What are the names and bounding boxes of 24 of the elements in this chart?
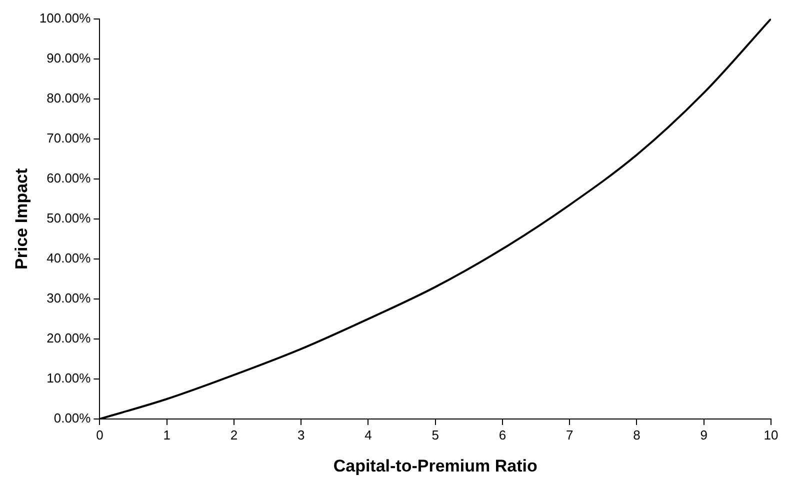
y-tick-label: 100.00% <box>39 10 92 26</box>
y-tick-label: 90.00% <box>46 50 92 66</box>
x-tick-label: 1 <box>163 427 170 442</box>
y-tick-label: 20.00% <box>46 330 92 346</box>
x-tick-label: 7 <box>566 427 574 442</box>
y-tick-label: 10.00% <box>46 370 92 386</box>
x-tick-label: 6 <box>498 427 506 442</box>
x-tick-label: 2 <box>230 427 238 442</box>
x-tick-label: 0 <box>96 427 104 442</box>
y-tick-label: 80.00% <box>46 90 92 106</box>
y-tick-label: 40.00% <box>46 250 92 266</box>
x-tick-label: 5 <box>432 427 439 442</box>
x-axis-title: Capital-to-Premium Ratio <box>333 456 538 476</box>
x-tick-label: 4 <box>364 427 372 442</box>
y-tick-label: 0.00% <box>54 410 92 426</box>
x-tick-label: 3 <box>297 427 305 442</box>
y-tick-label: 30.00% <box>46 290 92 306</box>
x-tick-label: 10 <box>764 427 778 442</box>
x-tick-label: 8 <box>633 427 640 442</box>
x-tick-label: 9 <box>700 427 708 442</box>
y-tick-label: 50.00% <box>46 210 92 226</box>
y-tick-label: 60.00% <box>46 170 92 186</box>
y-tick-label: 70.00% <box>46 130 92 146</box>
y-axis-title: Price Impact <box>12 168 31 270</box>
